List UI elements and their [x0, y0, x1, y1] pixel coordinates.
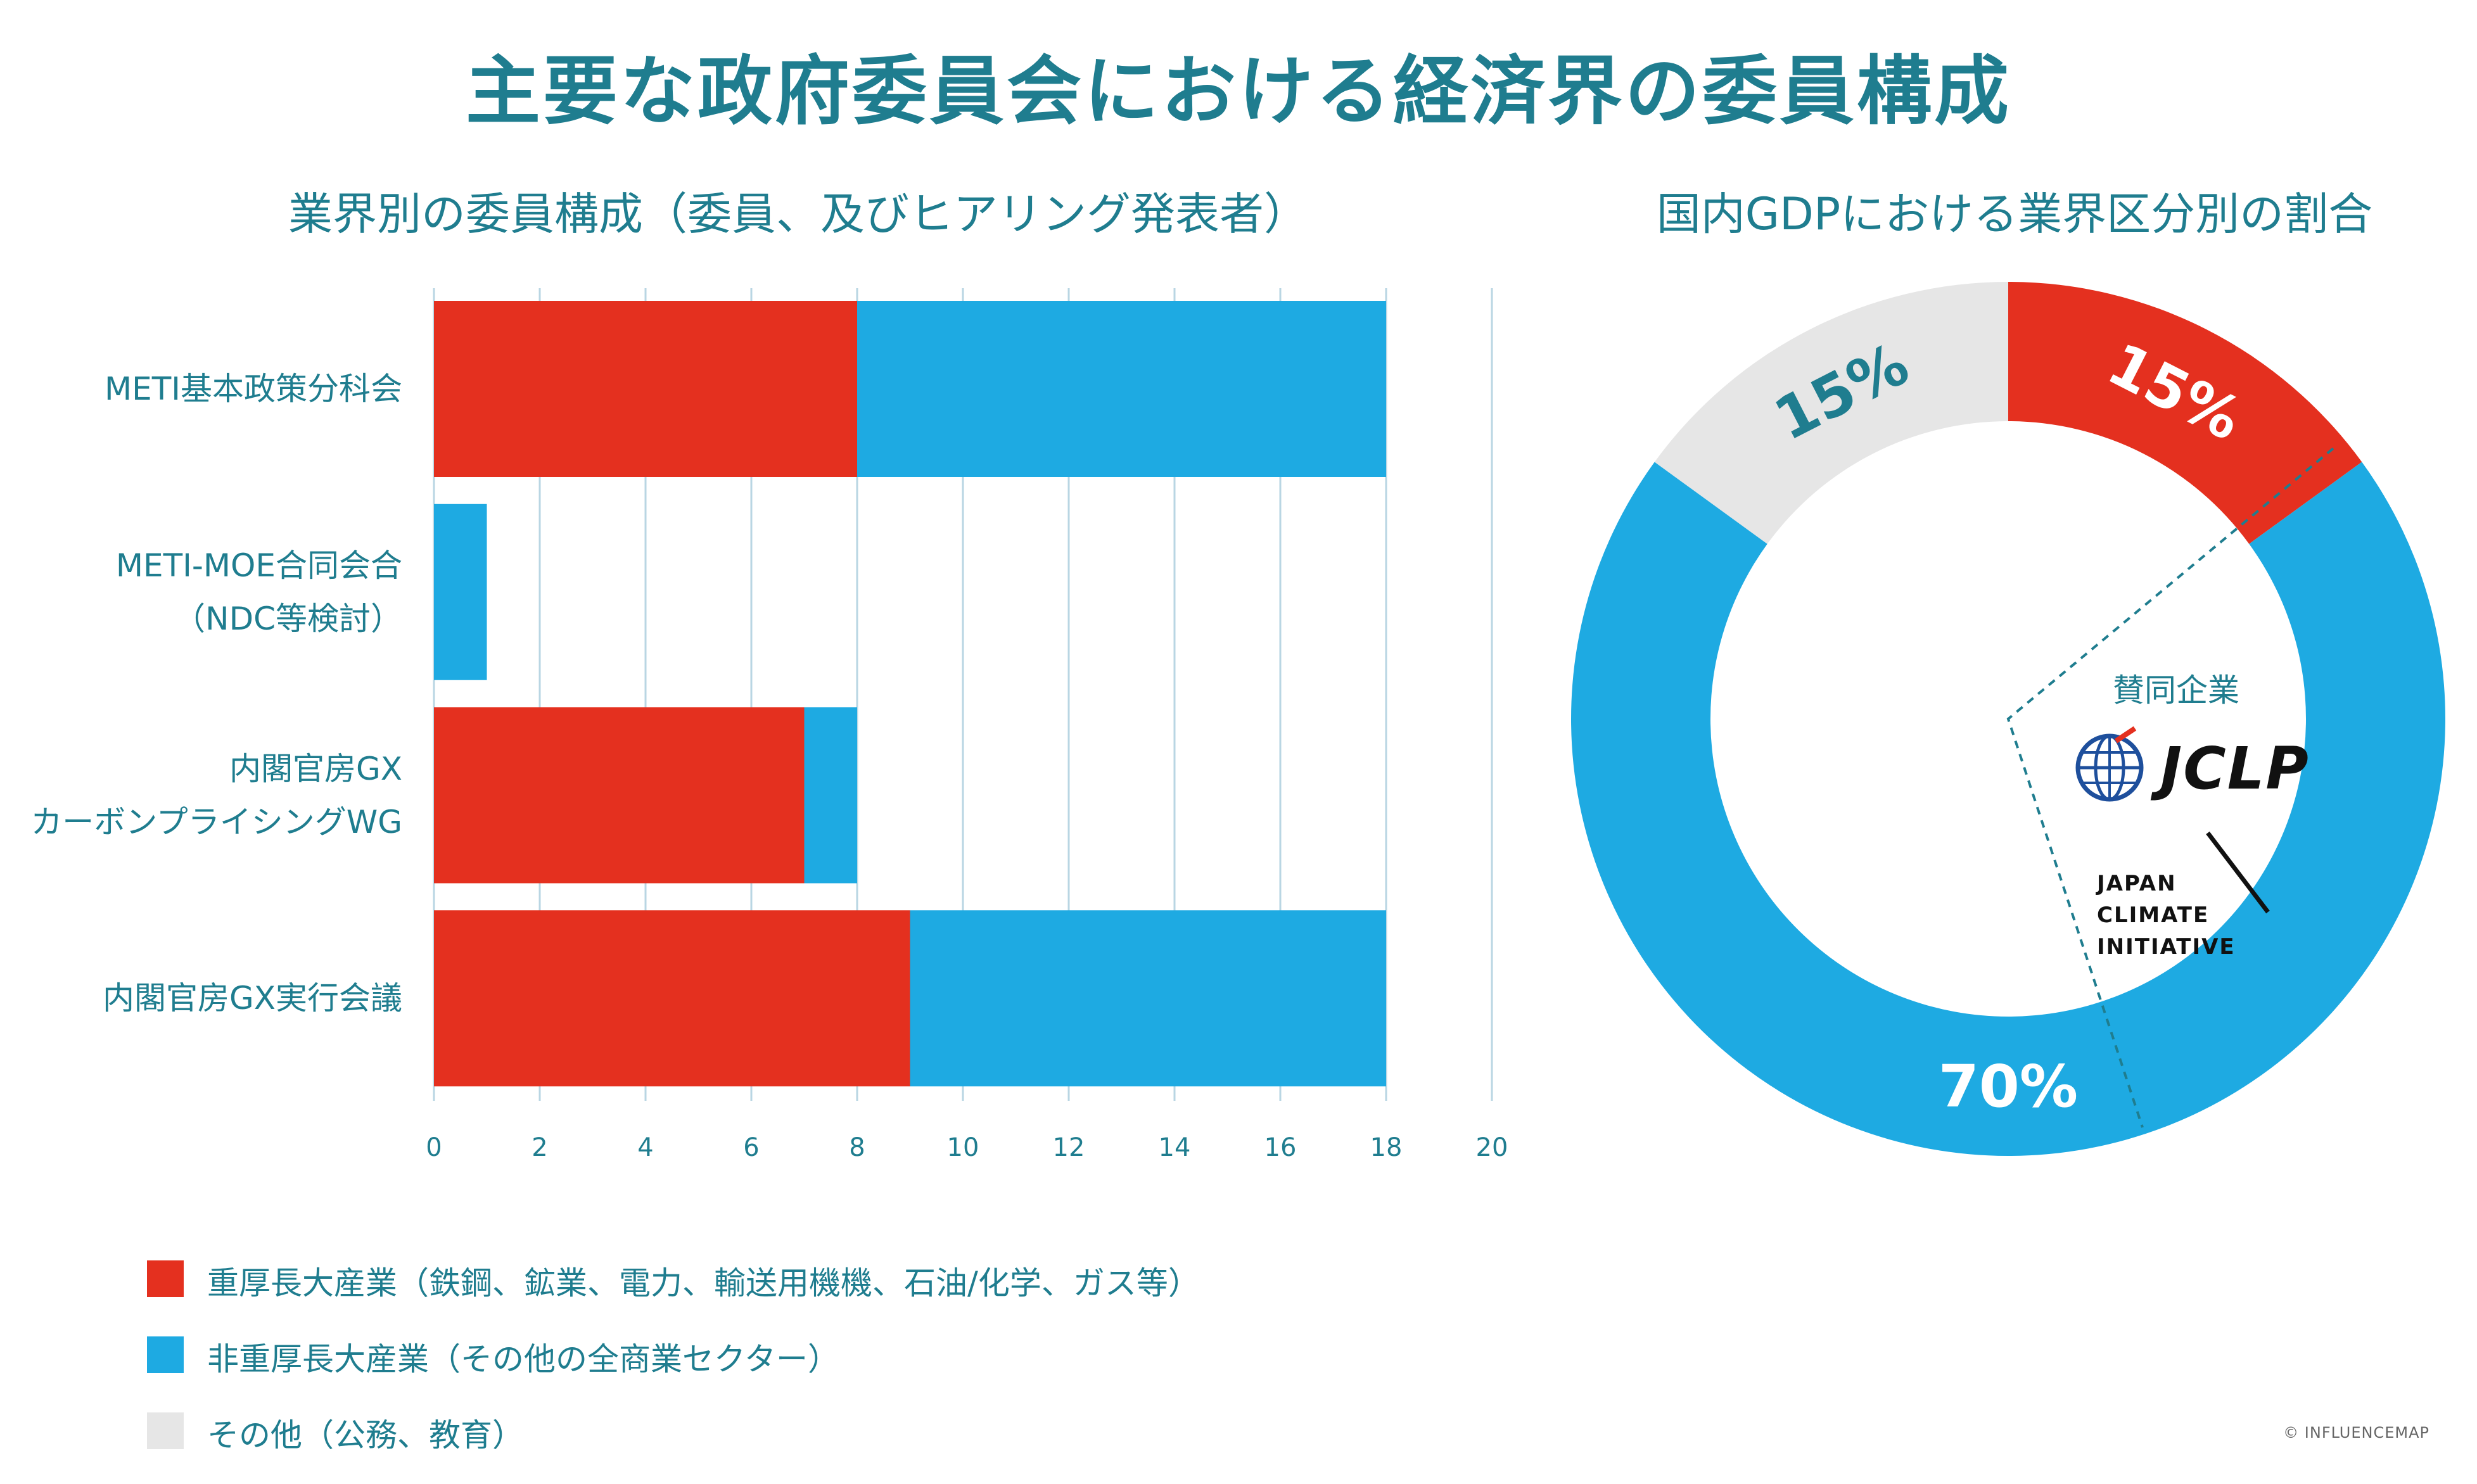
- bar-nonheavy-1: [434, 504, 487, 680]
- category-label-line: METI基本政策分科会: [104, 371, 402, 407]
- category-label-line: （NDC等検討）: [174, 600, 402, 637]
- donut-label-nonheavy: 70%: [1939, 1053, 2078, 1120]
- jci-slash-icon: [2206, 831, 2270, 914]
- bar-nonheavy-0: [857, 301, 1386, 477]
- x-tick-label-8: 8: [849, 1133, 865, 1162]
- category-label-line: カーボンプライシングWG: [30, 803, 402, 840]
- category-label-line: 内閣官房GX実行会議: [103, 980, 402, 1017]
- bar-heavy-3: [434, 910, 910, 1087]
- donut-slice-nonheavy: [1571, 462, 2445, 1157]
- x-tick-label-4: 4: [637, 1133, 653, 1162]
- x-tick-label-10: 10: [947, 1133, 979, 1162]
- x-tick-label-12: 12: [1053, 1133, 1085, 1162]
- supporter-callout-line: [2006, 447, 2334, 1128]
- legend-swatch-nonheavy: [147, 1336, 184, 1373]
- category-label-1: METI-MOE合同会合 （NDC等検討）: [116, 539, 402, 645]
- page-title: 主要な政府委員会における経済界の委員構成: [465, 48, 2011, 135]
- x-tick-label-14: 14: [1159, 1133, 1191, 1162]
- jci-line-2: CLIMATE: [2097, 903, 2210, 928]
- category-label-3: 内閣官房GX実行会議: [103, 972, 402, 1025]
- supporters-label: 賛同企業: [2113, 672, 2239, 709]
- category-label-2: 内閣官房GX カーボンプライシングWG: [30, 742, 402, 849]
- bar-chart-subtitle: 業界別の委員構成（委員、及びヒアリング発表者）: [288, 188, 1308, 240]
- donut-slice-heavy: [2008, 282, 2362, 544]
- legend-label-nonheavy: 非重厚長大産業（その他の全商業セクター）: [207, 1341, 839, 1378]
- x-tick-label-2: 2: [532, 1133, 547, 1162]
- jci-line-3: INITIATIVE: [2097, 934, 2236, 960]
- jci-line-1: JAPAN: [2097, 871, 2177, 896]
- donut-slice-other: [1654, 282, 2008, 544]
- category-label-line: 内閣官房GX: [229, 750, 402, 787]
- legend-swatch-heavy: [147, 1260, 184, 1297]
- x-tick-label-0: 0: [426, 1133, 442, 1162]
- jclp-logo-text: JCLP: [2160, 735, 2310, 802]
- category-label-0: METI基本政策分科会: [105, 362, 402, 415]
- jci-logo-text: JAPAN CLIMATE INITIATIVE: [2097, 868, 2236, 963]
- x-tick-label-20: 20: [1476, 1133, 1508, 1162]
- x-tick-label-16: 16: [1264, 1133, 1297, 1162]
- legend-swatch-other: [147, 1412, 184, 1449]
- x-tick-label-18: 18: [1370, 1133, 1403, 1162]
- jclp-globe-icon: [2075, 726, 2144, 802]
- credit-text: © INFLUENCEMAP: [2283, 1424, 2429, 1442]
- bar-heavy-0: [434, 301, 857, 477]
- x-tick-label-6: 6: [743, 1133, 759, 1162]
- category-label-line: METI-MOE合同会合: [115, 547, 402, 584]
- bar-heavy-2: [434, 707, 805, 884]
- legend-label-other: その他（公務、教育）: [207, 1417, 524, 1454]
- donut-chart-subtitle: 国内GDPにおける業界区分別の割合: [1656, 188, 2373, 240]
- bar-nonheavy-3: [910, 910, 1386, 1087]
- legend-label-heavy: 重厚長大産業（鉄鋼、鉱業、電力、輸送用機機、石油/化学、ガス等）: [207, 1265, 1200, 1302]
- bar-nonheavy-2: [804, 707, 857, 884]
